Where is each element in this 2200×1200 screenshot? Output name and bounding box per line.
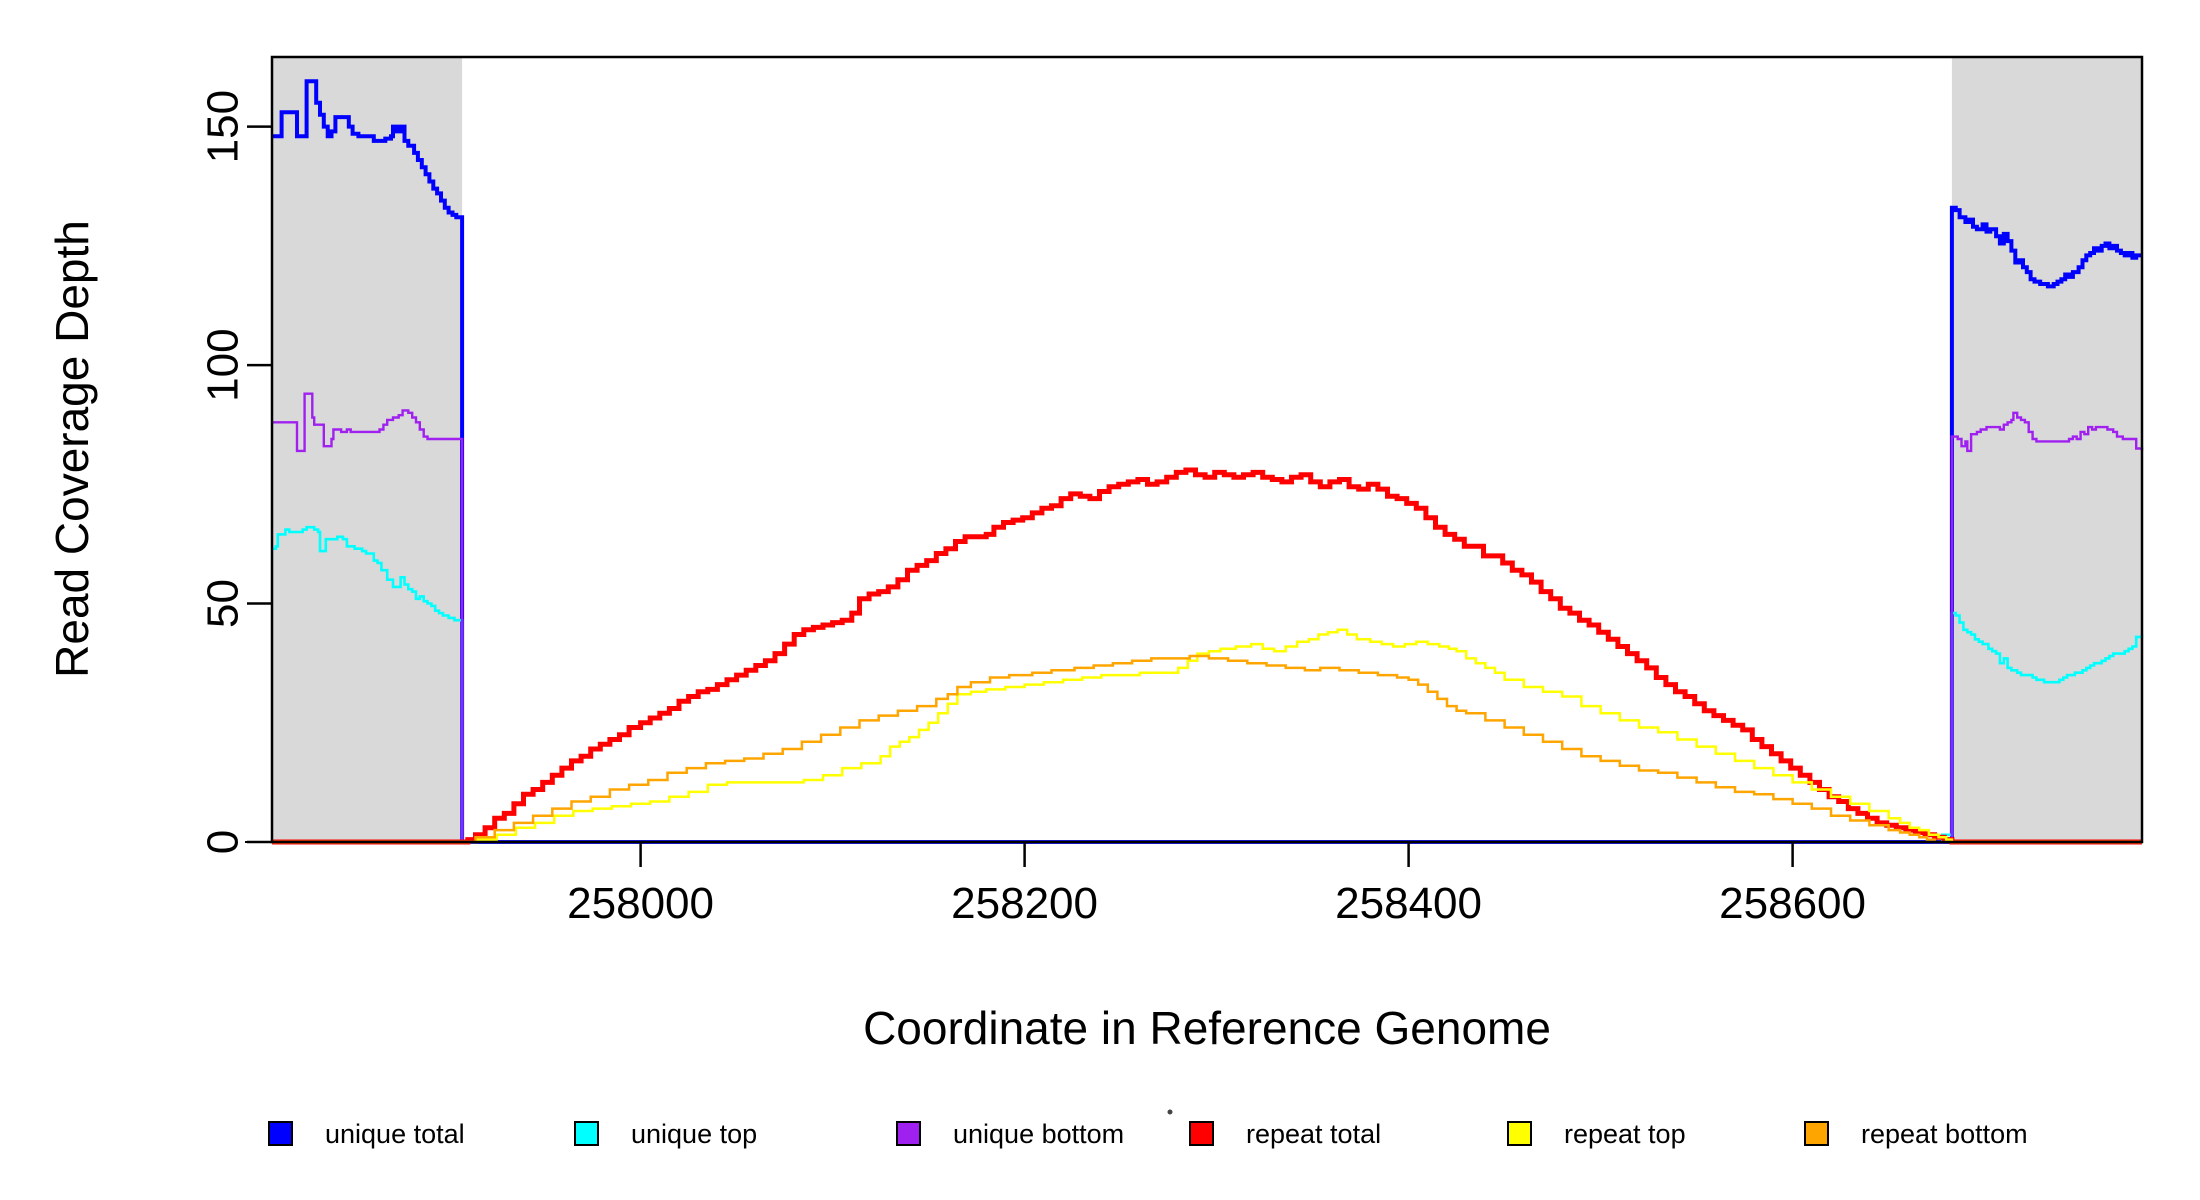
legend-label-repeat-bottom: repeat bottom: [1861, 1119, 2028, 1149]
x-tick-label-258400: 258400: [1335, 879, 1482, 928]
legend-row: unique total unique top unique bottom repea…: [268, 1119, 2028, 1149]
legend-swatch-unique-total: [268, 1121, 293, 1146]
legend-swatch-repeat-bottom: [1804, 1121, 1829, 1146]
series-line-repeat-total: [272, 467, 2142, 845]
y-axis-title: Read Coverage Depth: [46, 220, 98, 678]
shaded-region-right-unique-flank: [1951, 57, 2142, 842]
y-tick-label-50: 50: [198, 579, 247, 628]
series-line-repeat-bottom: [272, 654, 2142, 844]
axis-ticks-layer: 0 50 100 150 258000 258200 258400 258600: [198, 90, 1866, 928]
series-line-repeat-top: [272, 628, 2142, 844]
series-line-unique-total: [272, 79, 2142, 844]
legend-swatch-unique-top: [574, 1121, 599, 1146]
axes-frame-layer: [245, 55, 2144, 844]
plot-box: [270, 55, 2144, 844]
legend-label-repeat-top: repeat top: [1564, 1119, 1686, 1149]
series-lines-layer: [272, 79, 2144, 845]
y-tick-label-100: 100: [198, 328, 247, 401]
legend-label-repeat-total: repeat total: [1246, 1119, 1381, 1149]
x-tick-label-258600: 258600: [1719, 879, 1866, 928]
stray-dot-artifact: [1167, 1109, 1173, 1115]
shaded-regions-layer: [272, 57, 2142, 842]
x-tick-label-258000: 258000: [567, 879, 714, 928]
legend-label-unique-total: unique total: [325, 1119, 465, 1149]
legend-label-unique-top: unique top: [631, 1119, 757, 1149]
y-tick-label-150: 150: [198, 90, 247, 163]
x-tick-label-258200: 258200: [951, 879, 1098, 928]
x-axis-title: Coordinate in Reference Genome: [863, 1002, 1551, 1054]
series-line-unique-bottom: [272, 392, 2144, 844]
series-line-unique-top: [272, 525, 2144, 844]
legend-swatch-repeat-total: [1189, 1121, 1214, 1146]
shaded-region-left-unique-flank: [272, 57, 463, 842]
y-tick-label-0: 0: [198, 830, 247, 854]
legend-swatch-repeat-top: [1507, 1121, 1532, 1146]
legend-swatch-unique-bottom: [896, 1121, 921, 1146]
legend-label-unique-bottom: unique bottom: [953, 1119, 1124, 1149]
